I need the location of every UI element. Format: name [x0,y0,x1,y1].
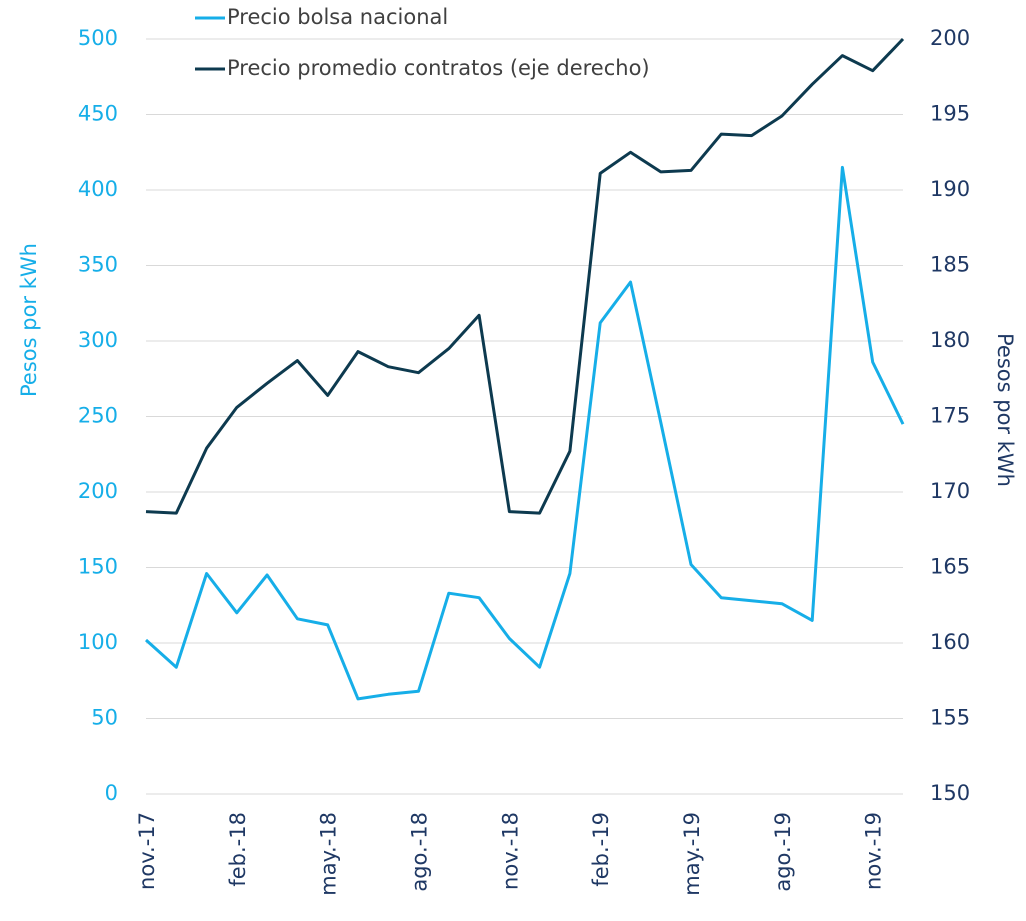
x-tick-label: may.-18 [317,812,341,896]
y2-tick-label: 165 [930,555,970,579]
y-tick-label: 200 [78,479,118,503]
y-tick-label: 100 [78,630,118,654]
y2-tick-label: 170 [930,479,970,503]
legend-label: Precio promedio contratos (eje derecho) [227,56,650,80]
x-tick-label: nov.-17 [135,812,159,890]
x-tick-label: may.-19 [680,812,704,896]
line-series [145,37,905,515]
y2-tick-label: 150 [930,781,970,805]
y2-tick-label: 155 [930,706,970,730]
y-tick-label: 50 [91,706,118,730]
y-tick-label: 300 [78,328,118,352]
y2-tick-label: 175 [930,404,970,428]
line-series [144,165,905,701]
y-tick-label: 350 [78,253,118,277]
x-tick-label: nov.-18 [498,812,522,890]
y2-tick-label: 160 [930,630,970,654]
y-tick-label: 150 [78,555,118,579]
y2-tick-label: 195 [930,102,970,126]
y-tick-label: 500 [78,26,118,50]
x-tick-label: ago.-18 [408,812,432,892]
y2-axis-label: Pesos por kWh [993,333,1017,487]
x-tick-label: nov.-19 [862,812,886,890]
x-tick-label: ago.-19 [771,812,795,892]
y-tick-label: 450 [78,102,118,126]
y-tick-label: 400 [78,177,118,201]
y2-tick-label: 190 [930,177,970,201]
x-tick-label: feb.-18 [226,812,250,887]
y-axis-label: Pesos por kWh [17,243,41,397]
y2-tick-label: 200 [930,26,970,50]
y2-tick-label: 180 [930,328,970,352]
x-tick-label: feb.-19 [589,812,613,887]
y-tick-label: 250 [78,404,118,428]
legend-label: Precio bolsa nacional [227,5,448,29]
y-tick-label: 0 [105,781,118,805]
y2-tick-label: 185 [930,253,970,277]
